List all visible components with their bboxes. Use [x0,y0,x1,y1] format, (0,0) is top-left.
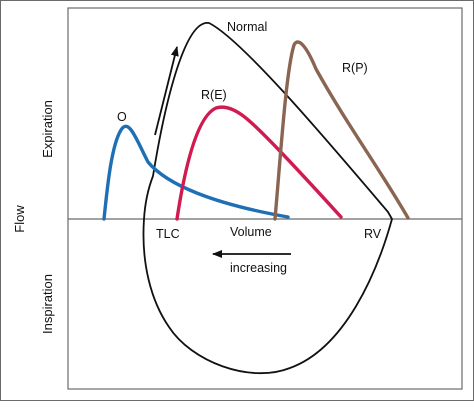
increasing-label: increasing [230,261,287,275]
restrictive-p-label: R(P) [342,61,368,75]
obstructive-label: O [117,110,127,124]
tlc-label: TLC [156,227,180,241]
volume-label: Volume [230,225,272,239]
plot-frame [67,7,463,390]
flow-axis-label: Flow [12,205,27,233]
expiration-axis-label: Expiration [40,100,55,158]
restrictive-p-curve [273,40,410,221]
restrictive-e-label: R(E) [201,88,227,102]
up-arrow-icon [154,46,179,136]
restrictive-e-curve [175,105,343,221]
normal-loop-curve [142,22,393,375]
obstructive-curve [102,124,290,221]
normal-label: Normal [227,20,267,34]
rv-label: RV [364,227,382,241]
inspiration-axis-label: Inspiration [40,274,55,334]
